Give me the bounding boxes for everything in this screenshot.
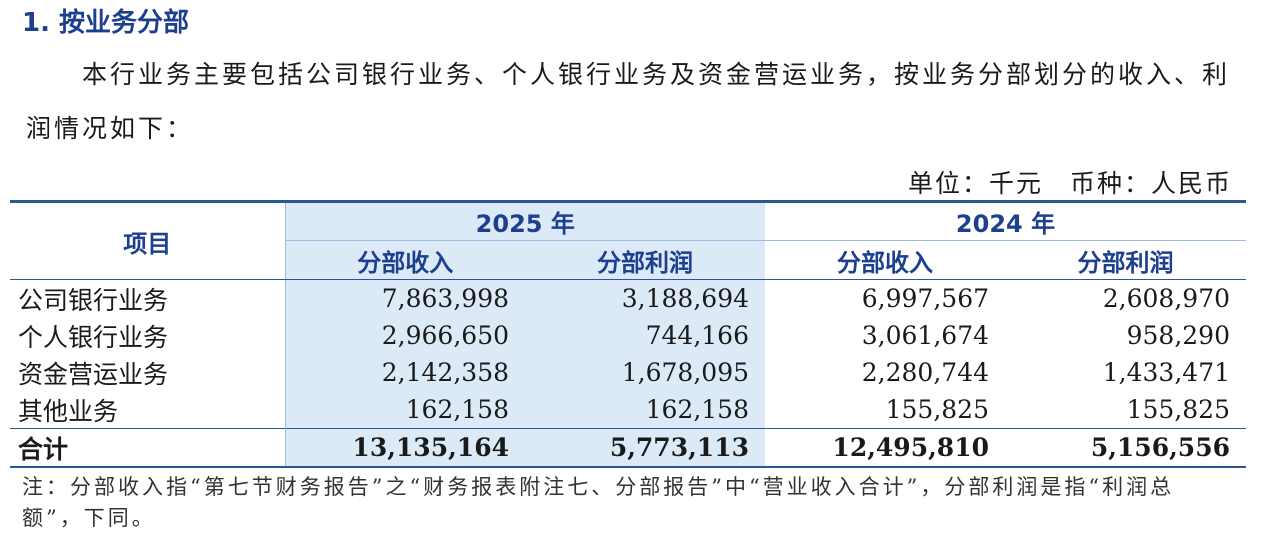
value-cell: 13,135,164 bbox=[285, 428, 525, 468]
value-cell: 155,825 bbox=[1126, 395, 1230, 424]
table-row: 个人银行业务 2,966,650 744,166 3,061,674 958,290 bbox=[10, 317, 1246, 354]
value-cell: 6,997,567 bbox=[861, 284, 989, 313]
value-cell: 162,158 bbox=[525, 391, 765, 429]
year-header: 2024 年 bbox=[765, 200, 1246, 241]
row-label: 公司银行业务 bbox=[10, 279, 286, 317]
value-cell: 958,290 bbox=[1126, 321, 1230, 350]
unit-text: 单位：千元 币种：人民币 bbox=[907, 169, 1232, 198]
value-cell: 12,495,810 bbox=[765, 428, 1005, 468]
value-cell: 2,280,744 bbox=[861, 358, 989, 387]
sub-header: 分部利润 bbox=[525, 240, 765, 280]
value-cell: 2,142,358 bbox=[285, 354, 525, 391]
row-label: 个人银行业务 bbox=[10, 317, 286, 354]
segment-table: 项目 2025 年 2024 年 分部收入 分部利润 分部收入 分部利润 公司银… bbox=[10, 200, 1246, 468]
sub-header: 分部利润 bbox=[1005, 240, 1246, 280]
year-header: 2025 年 bbox=[285, 200, 765, 241]
value-cell: 1,433,471 bbox=[1102, 358, 1230, 387]
value-cell: 162,158 bbox=[285, 391, 525, 429]
value-cell: 5,156,556 bbox=[1005, 428, 1246, 468]
row-label: 合计 bbox=[10, 428, 286, 468]
sub-header: 分部收入 bbox=[285, 240, 525, 280]
row-label: 其他业务 bbox=[10, 391, 286, 429]
value-cell: 155,825 bbox=[885, 395, 989, 424]
value-cell: 2,966,650 bbox=[285, 317, 525, 354]
sub-header: 分部收入 bbox=[765, 240, 1005, 280]
value-cell: 2,608,970 bbox=[1102, 284, 1230, 313]
note-text: 注：分部收入指“第七节财务报告”之“财务报表附注七、分部报告”中“营业收入合计”… bbox=[22, 475, 1175, 530]
row-label: 资金营运业务 bbox=[10, 354, 286, 391]
value-cell: 7,863,998 bbox=[285, 279, 525, 317]
table-row: 其他业务 162,158 162,158 155,825 155,825 bbox=[10, 391, 1246, 429]
value-cell: 3,061,674 bbox=[861, 321, 989, 350]
item-header: 项目 bbox=[10, 200, 286, 280]
value-cell: 744,166 bbox=[525, 317, 765, 354]
section-title: 1. 按业务分部 bbox=[22, 8, 190, 38]
table-body: 公司银行业务 7,863,998 3,188,694 6,997,567 2,608,9… bbox=[10, 279, 1246, 468]
total-row: 合计 13,135,164 5,773,113 12,495,810 5,156,556 bbox=[10, 428, 1246, 468]
table-row: 资金营运业务 2,142,358 1,678,095 2,280,744 1,433,4… bbox=[10, 354, 1246, 391]
value-cell: 3,188,694 bbox=[525, 279, 765, 317]
intro-text: 本行业务主要包括公司银行业务、个人银行业务及资金营运业务，按业务分部划分的收入、… bbox=[26, 60, 1231, 143]
value-cell: 1,678,095 bbox=[525, 354, 765, 391]
value-cell: 5,773,113 bbox=[525, 428, 765, 468]
table-row: 公司银行业务 7,863,998 3,188,694 6,997,567 2,608,9… bbox=[10, 279, 1246, 317]
